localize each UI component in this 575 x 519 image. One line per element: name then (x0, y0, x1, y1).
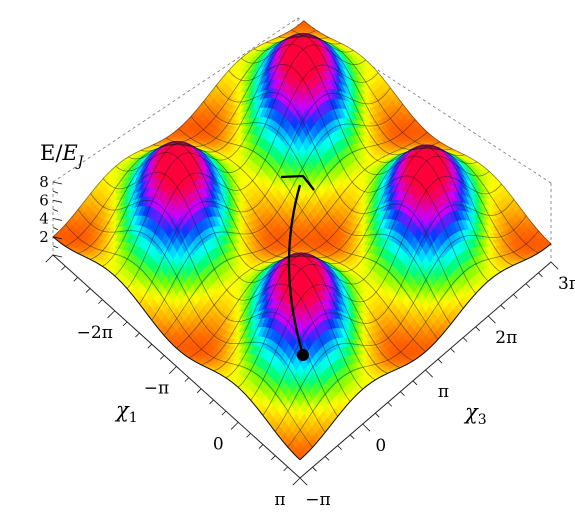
x1-tick-mark (185, 378, 189, 382)
x1-axis-label: χ1 (114, 398, 138, 426)
x1-tick-mark (210, 400, 214, 404)
x3-tick-mark (501, 305, 505, 309)
x3-tick-mark (300, 478, 307, 485)
x3-tick-mark (325, 456, 329, 460)
x3-tick-mark (413, 381, 417, 385)
x1-tick-mark (284, 467, 288, 471)
x3-tick-label: 3π (558, 274, 575, 294)
x3-tick-label: 2π (495, 328, 517, 348)
x1-tick-mark (271, 456, 275, 460)
x1-tick-mark (160, 355, 164, 359)
x1-tick-mark (74, 277, 78, 281)
z-tick-mark (53, 219, 62, 221)
x1-tick-mark (259, 445, 263, 449)
x1-tick-mark (61, 266, 65, 270)
x3-tick-mark (513, 294, 517, 298)
x1-tick-mark (293, 478, 300, 485)
x3-axis-label: χ3 (463, 400, 487, 428)
x1-tick-label: −2π (77, 323, 113, 343)
x1-tick-label: 0 (213, 434, 224, 454)
z-tick-mark (53, 182, 62, 184)
x3-tick-mark (488, 316, 495, 323)
x3-tick-mark (363, 424, 370, 431)
x3-tick-mark (426, 370, 433, 377)
x3-tick-mark (463, 338, 467, 342)
x3-tick-mark (388, 402, 392, 406)
z-tick-mark (53, 228, 58, 230)
x1-tick-mark (148, 344, 152, 348)
z-tick-mark (53, 246, 58, 248)
z-tick-label: 6 (39, 191, 49, 209)
x1-tick-mark (98, 300, 102, 304)
x1-tick-mark (108, 311, 115, 318)
x3-tick-mark (350, 435, 354, 439)
x1-tick-mark (197, 389, 201, 393)
x3-tick-mark (538, 273, 542, 277)
x3-tick-mark (375, 413, 379, 417)
z-tick-label: 8 (39, 173, 49, 191)
x1-tick-label: −π (144, 379, 169, 399)
z-axis-label: E/EJ (40, 141, 85, 170)
x1-tick-mark (86, 288, 90, 292)
z-tick-mark (53, 191, 58, 193)
x3-tick-mark (400, 392, 404, 396)
x3-tick-mark (526, 284, 530, 288)
z-tick-label: 4 (39, 210, 49, 228)
x3-tick-mark (451, 348, 455, 352)
x3-tick-label: π (438, 382, 449, 402)
z-tick-label: 2 (39, 228, 49, 246)
x3-tick-mark (313, 467, 317, 471)
x1-tick-mark (231, 422, 238, 429)
x1-tick-mark (247, 433, 251, 437)
x1-tick-label: π (274, 490, 285, 510)
x3-tick-mark (438, 359, 442, 363)
x1-tick-mark (123, 322, 127, 326)
x3-tick-mark (338, 446, 342, 450)
x3-tick-label: 0 (375, 436, 386, 456)
x1-tick-mark (46, 255, 53, 262)
z-tick-mark (53, 209, 58, 211)
x1-tick-mark (222, 411, 226, 415)
x3-tick-mark (551, 262, 558, 269)
path-start-dot (297, 349, 309, 361)
x1-tick-mark (169, 367, 176, 374)
x1-tick-mark (135, 333, 139, 337)
x3-tick-mark (476, 327, 480, 331)
z-tick-mark (53, 200, 62, 202)
x3-tick-label: −π (305, 490, 330, 510)
